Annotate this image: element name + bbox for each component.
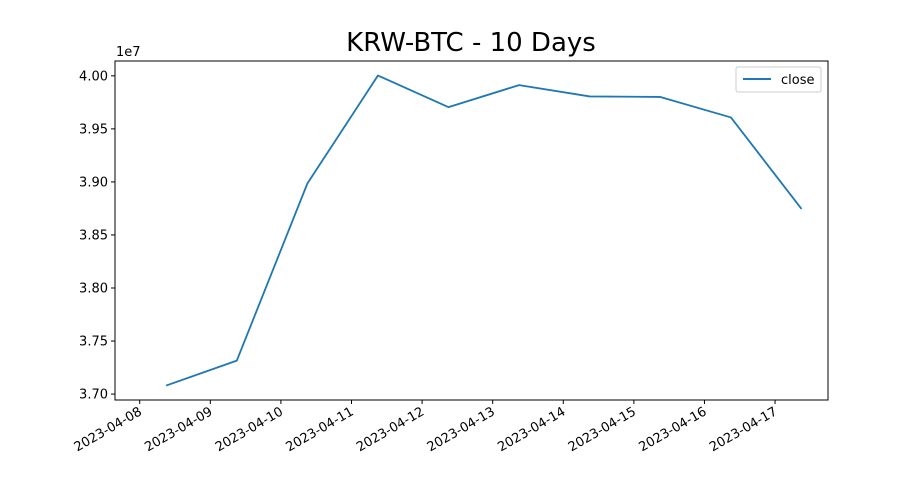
x-tick-label: 2023-04-14 [495, 404, 568, 455]
y-tick-label: 3.95 [79, 122, 108, 137]
plot-area [114, 60, 829, 401]
x-tick-label: 2023-04-11 [284, 404, 357, 455]
x-tick-label: 2023-04-15 [566, 404, 639, 455]
x-tick-label: 2023-04-08 [72, 404, 145, 455]
legend-box [735, 66, 822, 93]
y-tick-label: 4.00 [79, 69, 108, 84]
series-line-close [165, 74, 803, 387]
series-layer [165, 74, 803, 387]
x-tick-label: 2023-04-17 [707, 404, 780, 455]
x-axis: 2023-04-082023-04-092023-04-102023-04-11… [72, 400, 780, 455]
x-tick-label: 2023-04-09 [142, 404, 215, 455]
y-axis: 3.70 3.75 3.80 3.85 3.90 3.95 4.00 [79, 69, 115, 403]
legend: close [735, 66, 822, 93]
x-tick-label: 2023-04-10 [213, 404, 286, 455]
y-tick-label: 3.80 [79, 281, 108, 296]
x-tick-label: 2023-04-16 [637, 404, 710, 455]
y-tick-label: 3.90 [79, 175, 108, 190]
x-tick-label: 2023-04-12 [354, 404, 427, 455]
y-offset-label: 1e7 [116, 45, 141, 60]
y-tick-label: 3.85 [79, 228, 108, 243]
x-tick-label: 2023-04-13 [425, 404, 498, 455]
y-tick-label: 3.70 [79, 388, 108, 403]
legend-label: close [781, 73, 814, 88]
y-tick-label: 3.75 [79, 335, 108, 350]
chart-title: KRW-BTC - 10 Days [346, 28, 596, 58]
